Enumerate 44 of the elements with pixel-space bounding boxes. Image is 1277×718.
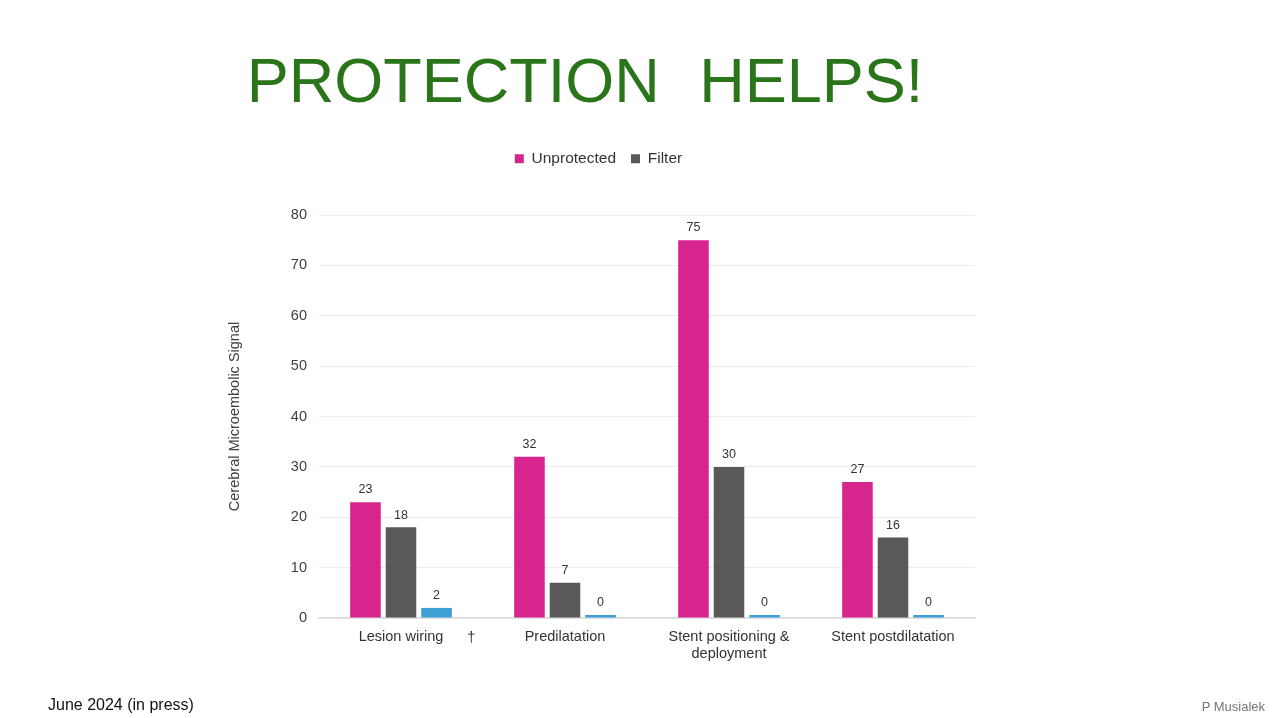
bar xyxy=(678,240,709,618)
bar xyxy=(913,615,944,618)
y-tick-label: 10 xyxy=(290,558,307,575)
data-label: 0 xyxy=(925,595,933,610)
bar xyxy=(549,582,581,618)
bar xyxy=(877,537,909,618)
legend-label: Filter xyxy=(647,149,683,167)
chart-title: PROTECTION HELPS! xyxy=(245,44,925,117)
y-tick-label: 80 xyxy=(290,206,307,222)
bar xyxy=(749,615,780,618)
x-tick-label: Predilatation xyxy=(524,627,606,644)
bar xyxy=(514,456,545,618)
text: June 2024 (in press) xyxy=(48,696,194,714)
data-label: 2 xyxy=(433,588,441,603)
data-label: 16 xyxy=(886,517,900,532)
bar xyxy=(713,466,745,618)
data-label: 32 xyxy=(522,437,537,451)
y-tick-label: 50 xyxy=(290,357,307,374)
data-label: 27 xyxy=(850,462,865,477)
y-axis-title: Cerebral Microembolic Signal xyxy=(225,321,242,512)
x-tick-label: Stent postdilatation xyxy=(831,627,955,644)
y-tick-label: 20 xyxy=(290,508,307,525)
x-tick-label: Lesion wiring xyxy=(358,627,444,644)
text: P Musialek xyxy=(1201,699,1265,714)
x-tick-label: Stent positioning & deployment xyxy=(668,627,790,662)
text: † xyxy=(467,629,476,645)
y-tick-label: 0 xyxy=(298,609,307,625)
data-label: 30 xyxy=(722,447,736,462)
y-tick-label: 70 xyxy=(290,256,307,273)
legend-label: Unprotected xyxy=(531,149,617,167)
y-tick-label: 30 xyxy=(290,457,307,474)
data-label: 0 xyxy=(761,595,769,610)
bar xyxy=(585,615,616,618)
y-tick-label: 60 xyxy=(290,306,307,323)
bar xyxy=(350,502,381,618)
y-tick-label: 40 xyxy=(290,407,307,424)
bar xyxy=(385,527,417,618)
data-label: 75 xyxy=(686,220,701,235)
data-label: 23 xyxy=(358,482,373,497)
bar xyxy=(421,607,452,618)
bar xyxy=(842,481,873,618)
data-label: 0 xyxy=(597,595,605,610)
data-label: 7 xyxy=(561,562,569,577)
data-label: 18 xyxy=(394,507,408,522)
